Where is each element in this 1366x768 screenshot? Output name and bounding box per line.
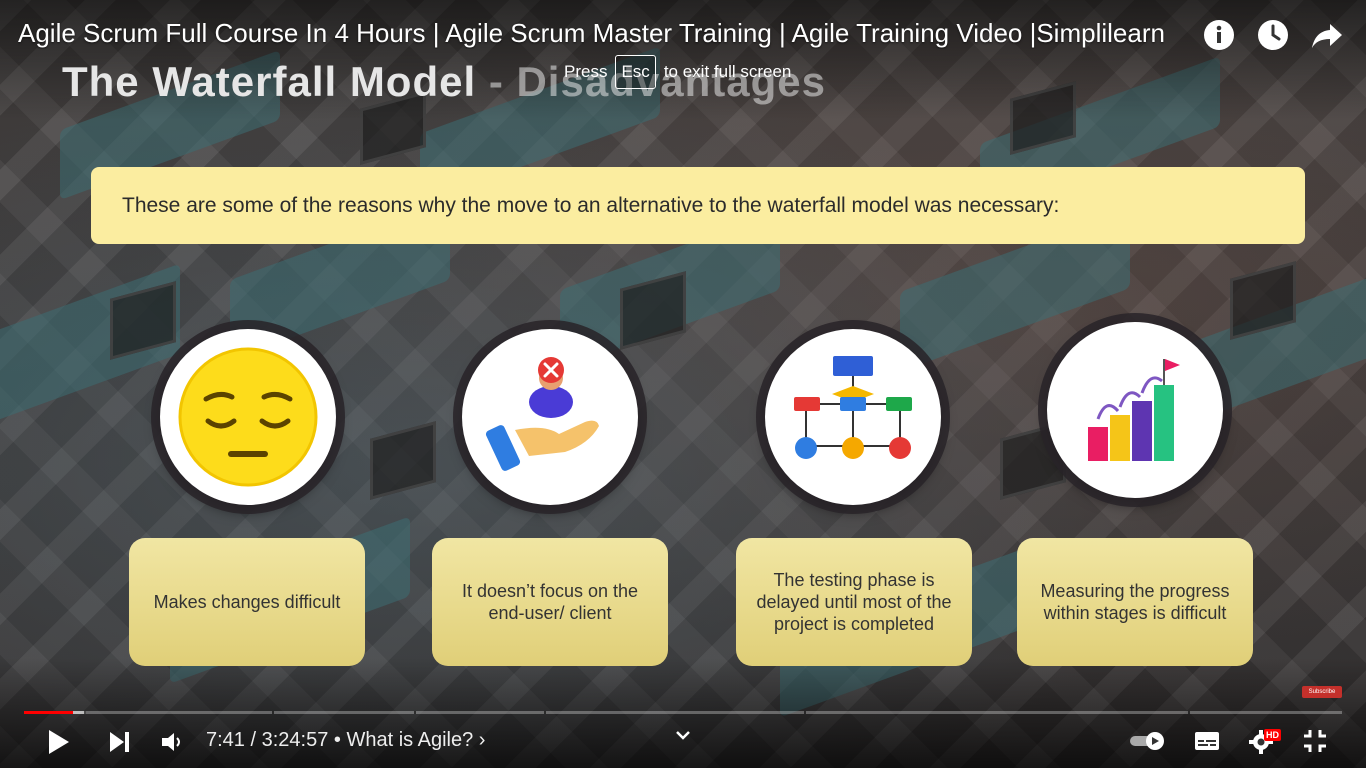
item-4-card: Measuring the progress within stages is … <box>1017 538 1253 666</box>
expand-chevron-button[interactable] <box>674 729 692 748</box>
chapter-marker <box>414 711 416 714</box>
volume-icon <box>162 733 180 751</box>
item-2-circle <box>462 329 638 505</box>
play-icon <box>49 730 69 754</box>
slide-title: The Waterfall Model - Disadvantages <box>62 58 826 106</box>
item-1-text: Makes changes difficult <box>153 592 341 612</box>
slide-title-main: The Waterfall Model <box>62 58 477 105</box>
user-hand-rejected-icon <box>485 357 599 471</box>
play-button[interactable] <box>46 728 72 761</box>
exit-fullscreen-icon <box>1304 730 1326 752</box>
bottom-gradient-overlay <box>0 658 1366 768</box>
item-3-circle <box>765 329 941 505</box>
flowchart-icon <box>794 356 912 459</box>
hint-prefix: Press <box>564 62 608 81</box>
autoplay-toggle[interactable] <box>1128 731 1166 756</box>
item-2-text: It doesn’t focus on the end-user/ client <box>461 581 639 623</box>
chapter-marker <box>544 711 546 714</box>
fullscreen-exit-hint: Press Esc to exit full screen <box>564 55 791 89</box>
autoplay-toggle-icon <box>1130 732 1164 750</box>
progress-bars-flag-icon <box>1088 359 1180 461</box>
time-display: 7:41 / 3:24:57 • What is Agile? › <box>206 729 485 752</box>
chapter-marker <box>1188 711 1190 714</box>
progress-bar[interactable] <box>24 711 1342 714</box>
chevron-down-icon <box>676 731 690 740</box>
mute-button[interactable] <box>160 730 184 759</box>
chapter-marker <box>84 711 86 714</box>
chapter-marker <box>804 711 806 714</box>
item-4-text: Measuring the progress within stages is … <box>1040 581 1230 623</box>
subscribe-watermark[interactable]: Subscribe <box>1302 686 1342 698</box>
slide-banner: These are some of the reasons why the mo… <box>91 167 1305 244</box>
chapter-chevron-icon[interactable]: › <box>478 729 486 751</box>
progress-played <box>24 711 74 714</box>
time-separator: / <box>244 729 262 751</box>
video-title[interactable]: Agile Scrum Full Course In 4 Hours | Agi… <box>18 18 1165 48</box>
chapter-prefix: • <box>328 729 347 751</box>
exit-fullscreen-button[interactable] <box>1302 728 1328 759</box>
slide-banner-text: These are some of the reasons why the mo… <box>122 193 1060 217</box>
gear-icon <box>1249 730 1273 754</box>
item-1-circle <box>160 329 336 505</box>
chapter-marker <box>272 711 274 714</box>
item-4-circle <box>1047 322 1223 498</box>
current-time: 7:41 <box>206 729 245 751</box>
hint-suffix: to exit full screen <box>663 62 792 81</box>
settings-button[interactable] <box>1248 729 1274 760</box>
captions-button[interactable] <box>1194 730 1220 757</box>
esc-key-label: Esc <box>615 55 656 89</box>
skip-next-icon <box>110 732 129 752</box>
chapter-title[interactable]: What is Agile? <box>346 729 474 751</box>
slide-title-rest: - Disadvantages <box>476 58 826 105</box>
item-3-card: The testing phase is delayed until most … <box>736 538 972 666</box>
item-1-card: Makes changes difficult <box>129 538 365 666</box>
share-icon[interactable] <box>1310 18 1344 52</box>
top-gradient-overlay <box>0 0 1366 120</box>
subtitles-icon <box>1195 732 1219 750</box>
item-2-card: It doesn’t focus on the end-user/ client <box>432 538 668 666</box>
duration: 3:24:57 <box>261 729 329 751</box>
hd-badge: HD <box>1264 729 1281 741</box>
watch-later-icon[interactable] <box>1256 18 1290 52</box>
sad-face-icon <box>178 347 318 487</box>
info-icon[interactable] <box>1202 18 1236 52</box>
next-button[interactable] <box>108 730 132 759</box>
item-3-text: The testing phase is delayed until most … <box>756 570 952 634</box>
